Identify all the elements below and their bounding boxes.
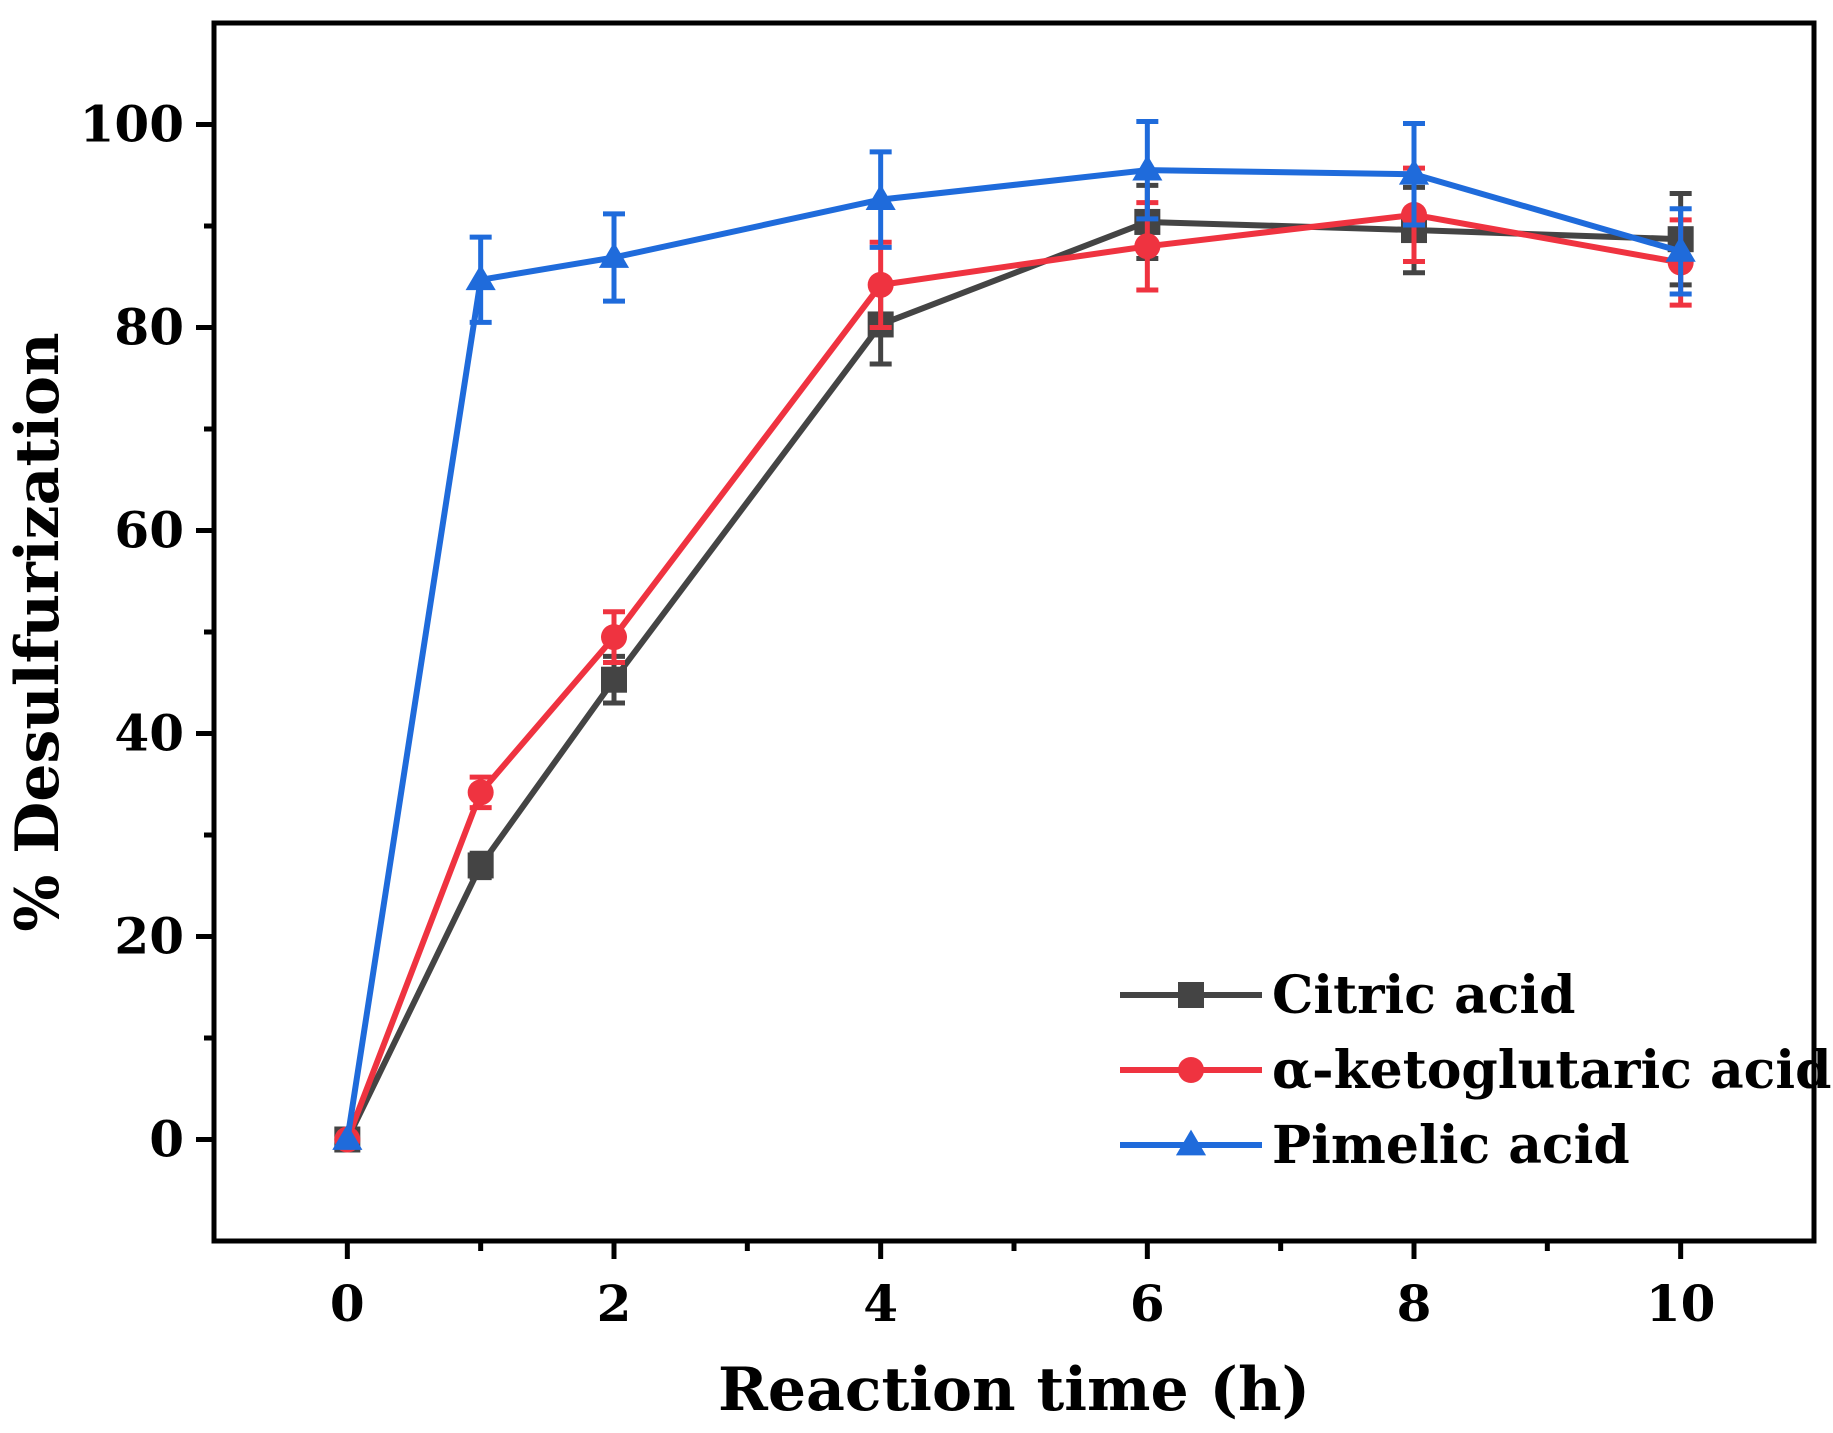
x-tick-label: 10 [1646,1274,1716,1333]
data-point [1134,233,1161,260]
x-tick-label: 6 [1130,1274,1165,1333]
y-tick-label: 60 [114,501,184,560]
x-tick-label: 4 [863,1274,898,1333]
legend: Citric acid α-ketoglutaric acid Pimelic ac… [1120,965,1831,1176]
data-point [465,264,496,291]
x-axis-title: Reaction time (h) [718,1355,1310,1425]
legend-label: Pimelic acid [1272,1115,1630,1176]
y-tick-label: 80 [114,298,184,357]
series-3 [332,118,1696,1150]
legend-label: α-ketoglutaric acid [1272,1040,1831,1101]
data-point [598,242,630,268]
y-tick-label: 0 [149,1110,184,1169]
data-point [467,852,494,879]
plot-series-layer [332,118,1696,1153]
x-tick-label: 2 [597,1274,632,1333]
data-point [601,624,627,651]
data-point [332,1124,363,1150]
y-tick-label: 20 [114,907,184,966]
legend-item: α-ketoglutaric acid [1120,1040,1831,1101]
data-point [865,184,896,210]
data-point [1665,236,1696,262]
x-tick-label: 0 [330,1274,365,1333]
y-tick-label: 100 [80,95,184,154]
x-tick-label: 8 [1397,1274,1432,1333]
y-tick-label: 40 [114,704,184,763]
data-point [1398,158,1430,185]
legend-marker [1178,982,1204,1008]
legend-item: Citric acid [1120,965,1576,1026]
data-point [467,779,494,806]
data-point [867,271,894,298]
data-point [1132,154,1163,181]
data-point [601,666,627,693]
legend-label: Citric acid [1272,965,1576,1026]
legend-marker [1178,1057,1204,1083]
y-axis-title: % Desulfurization [3,332,73,931]
legend-item: Pimelic acid [1120,1115,1630,1176]
legend-marker [1175,1129,1207,1156]
